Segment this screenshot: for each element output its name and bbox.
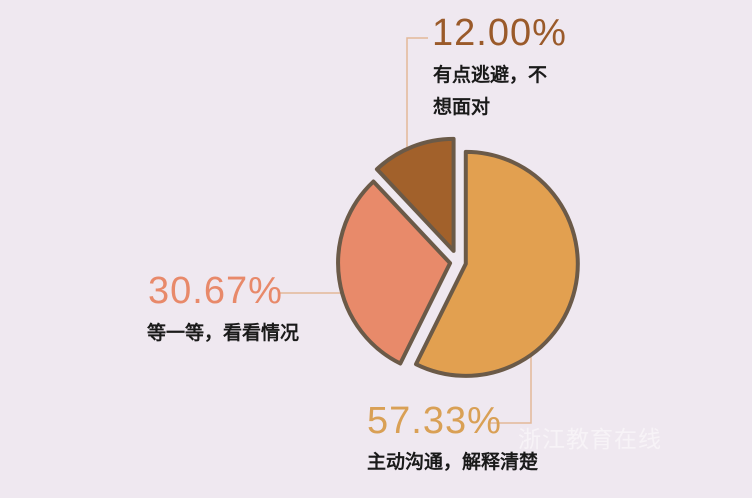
slice-label-30: 等一等，看看情况 bbox=[147, 322, 300, 344]
slice-label-57: 主动沟通，解释清楚 bbox=[367, 451, 539, 473]
leader-line-57 bbox=[490, 342, 532, 424]
slice-label-12-line2: 想面对 bbox=[433, 96, 491, 118]
watermark: 浙江教育在线 bbox=[518, 427, 662, 453]
value-label-12: 12.00% bbox=[432, 12, 567, 54]
pie-slice-30.67 bbox=[336, 179, 453, 366]
pie-slice-12.00 bbox=[374, 136, 456, 253]
pie-slice-57.33 bbox=[414, 149, 580, 378]
slice-label-12-line1: 有点逃避，不 bbox=[433, 64, 548, 86]
leader-line-12 bbox=[406, 37, 428, 152]
value-label-57: 57.33% bbox=[367, 400, 502, 442]
value-label-30: 30.67% bbox=[148, 270, 283, 312]
